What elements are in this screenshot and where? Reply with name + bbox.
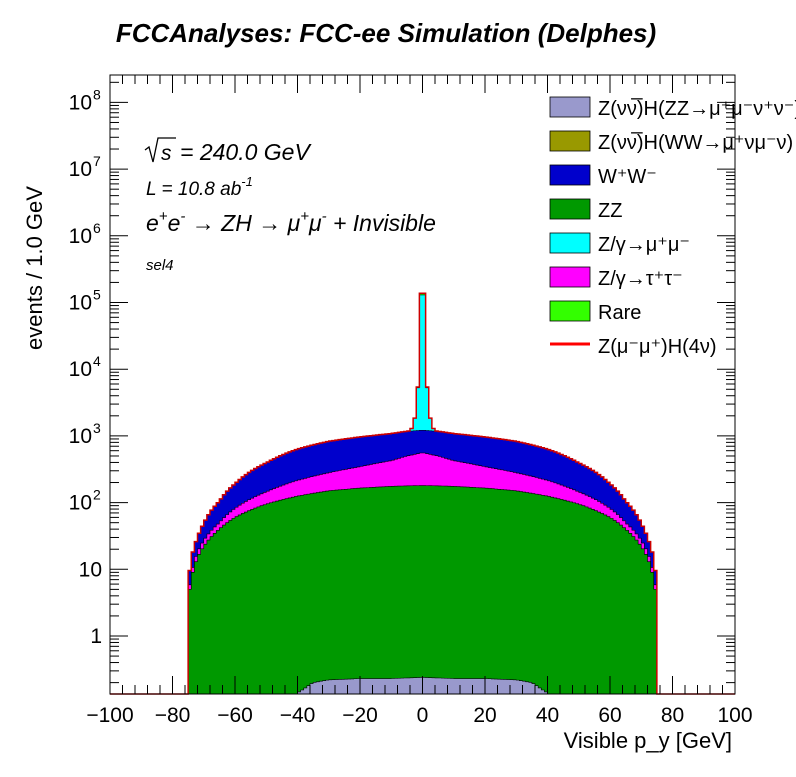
y-tick-exponent: 7 (93, 153, 101, 169)
legend-label: Z/γ→τ⁺τ⁻ (598, 268, 683, 290)
x-tick-label: 0 (417, 704, 429, 727)
y-tick-label: 10 (79, 558, 102, 581)
y-tick-label: 10 (69, 158, 92, 181)
legend-swatch (549, 300, 591, 322)
annotation-lumi-exp: -1 (241, 174, 253, 189)
legend-label: ZZ (598, 200, 622, 222)
legend-label: Rare (598, 302, 641, 324)
legend-label: Z(νν̅)H(ZZ→μ⁺μ⁻ν⁺ν⁻) (598, 97, 796, 120)
process-part: - (322, 208, 327, 225)
x-tick-label: 60 (598, 704, 621, 727)
annotation-block: s = 240.0 GeV L = 10.8 ab-1 e+e- → ZH → … (144, 137, 436, 274)
legend-label: Z/γ→μ⁺μ⁻ (598, 234, 690, 256)
process-part: → ZH → μ (185, 210, 300, 236)
y-tick-exponent: 2 (93, 487, 101, 503)
x-tick-label: −100 (86, 704, 133, 727)
process-part: - (180, 208, 185, 225)
tick-layer (109, 75, 736, 694)
histogram-fill-1 (187, 485, 658, 695)
annotation-process: e+e- → ZH → μ+μ- + Invisible (146, 208, 436, 236)
chart-title: FCCAnalyses: FCC-ee Simulation (Delphes) (115, 18, 657, 48)
x-tick-label: 80 (661, 704, 684, 727)
x-tick-label: 100 (717, 704, 752, 727)
x-tick-label: 20 (473, 704, 496, 727)
y-tick-exponent: 4 (93, 353, 101, 369)
x-tick-labels: −100 −80 −60 −40 −20 0 20 40 60 80 100 (86, 704, 752, 727)
y-tick-label: 10 (69, 358, 92, 381)
x-axis-label: Visible p_y [GeV] (564, 728, 732, 753)
y-tick-exponent: 5 (93, 287, 101, 303)
y-tick-exponent: 3 (93, 420, 101, 436)
legend-label: Z(μ⁻μ⁺)H(4ν) (598, 336, 717, 358)
y-tick-label: 1 (90, 625, 102, 648)
annotation-sqrt-s: = 240.0 GeV (180, 139, 312, 165)
svg-text:s: s (161, 142, 172, 165)
process-part: + (300, 208, 309, 225)
legend: Z(νν̅)H(ZZ→μ⁺μ⁻ν⁺ν⁻) Z(νν̅)H(WW→μ⁺νμ⁻ν) W⁺… (549, 96, 796, 358)
y-tick-label: 10 (69, 225, 92, 248)
annotation-lumi-text: L = 10.8 ab (146, 179, 241, 200)
x-tick-label: −80 (155, 704, 191, 727)
legend-swatch (549, 198, 591, 220)
y-tick-exponent: 6 (93, 220, 101, 236)
signal-line (110, 292, 735, 695)
x-tick-label: −60 (217, 704, 253, 727)
legend-swatch (549, 232, 591, 254)
annotation-lumi: L = 10.8 ab-1 (146, 174, 253, 200)
x-tick-label: 40 (536, 704, 559, 727)
legend-swatch (549, 164, 591, 186)
histogram-layer (110, 292, 735, 695)
legend-swatch (549, 96, 591, 118)
y-tick-label: 10 (69, 292, 92, 315)
x-tick-label: −40 (280, 704, 316, 727)
sqrt-symbol: s (144, 137, 176, 165)
process-part: + Invisible (327, 210, 436, 236)
process-part: μ (308, 210, 322, 236)
process-part: e (146, 210, 159, 236)
y-tick-exponent: 8 (93, 86, 101, 102)
legend-label: Z(νν̅)H(WW→μ⁺νμ⁻ν) (598, 131, 793, 154)
y-axis-label: events / 1.0 GeV (22, 186, 47, 350)
legend-swatch (549, 266, 591, 288)
process-part: e (168, 210, 181, 236)
legend-swatch (549, 130, 591, 152)
x-tick-label: −20 (342, 704, 378, 727)
legend-label: W⁺W⁻ (598, 166, 657, 188)
y-tick-label: 10 (69, 492, 92, 515)
y-tick-label: 10 (69, 91, 92, 114)
process-part: + (159, 208, 168, 225)
y-tick-label: 10 (69, 425, 92, 448)
annotation-selection: sel4 (146, 257, 174, 274)
